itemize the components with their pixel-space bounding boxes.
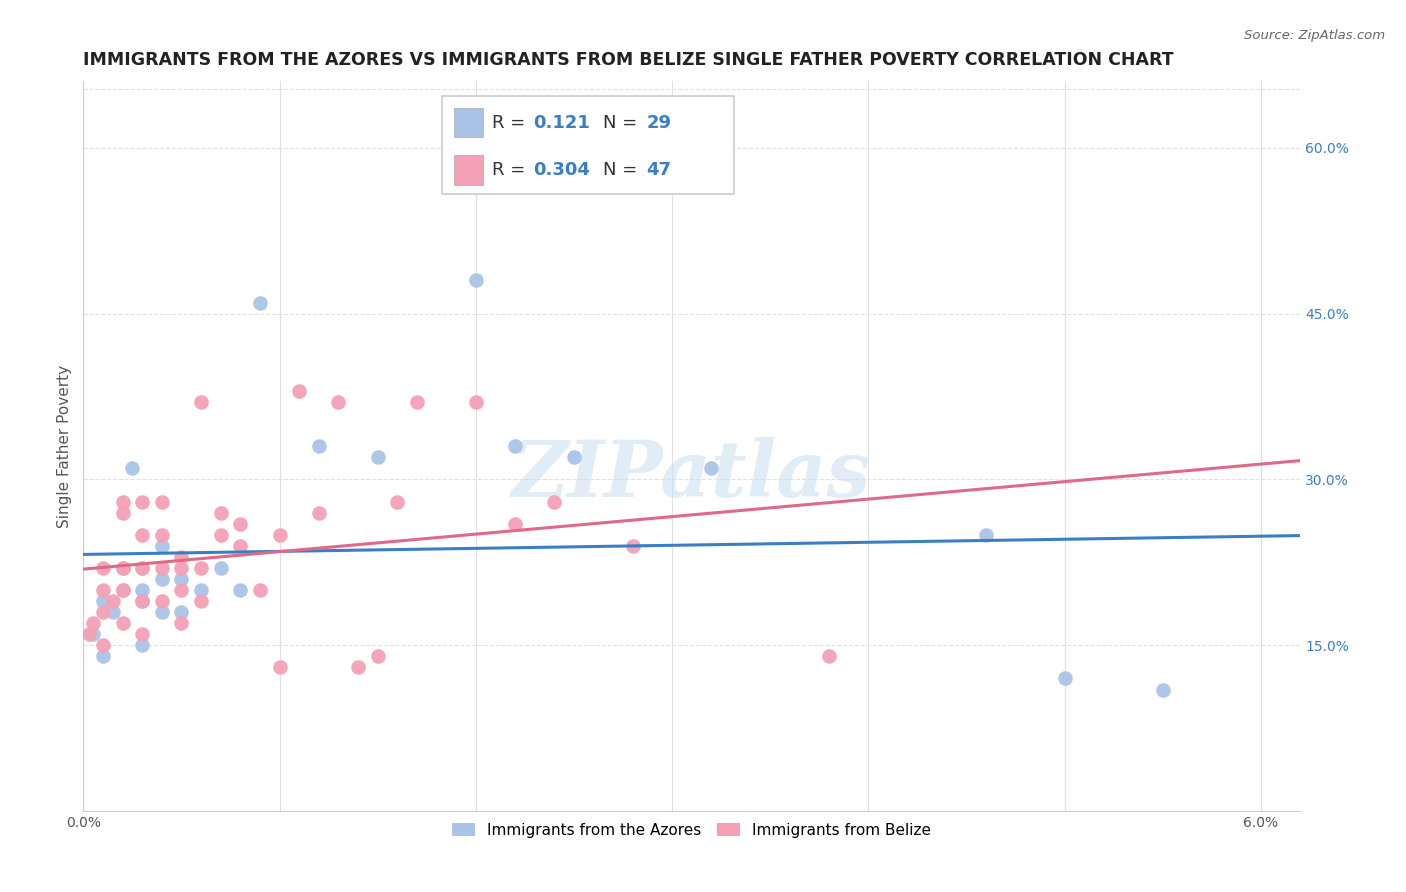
Point — [406, 395, 429, 409]
Point — [700, 461, 723, 475]
Point — [367, 450, 389, 465]
Point — [150, 527, 173, 541]
Point — [131, 582, 153, 597]
Point — [111, 494, 134, 508]
Point — [170, 549, 193, 564]
Point — [1152, 682, 1174, 697]
Point — [91, 561, 114, 575]
Point — [111, 616, 134, 631]
Point — [82, 616, 104, 631]
Point — [91, 594, 114, 608]
Point — [249, 582, 271, 597]
Point — [503, 439, 526, 453]
Point — [170, 582, 193, 597]
Point — [101, 605, 124, 619]
Point — [621, 539, 644, 553]
Point — [101, 594, 124, 608]
Point — [150, 539, 173, 553]
Point — [269, 660, 291, 674]
Point — [91, 605, 114, 619]
Point — [111, 561, 134, 575]
Point — [111, 561, 134, 575]
Point — [190, 594, 212, 608]
Point — [170, 616, 193, 631]
Point — [131, 594, 153, 608]
Point — [288, 384, 311, 398]
Point — [347, 660, 370, 674]
Point — [387, 494, 409, 508]
Point — [150, 561, 173, 575]
Point — [150, 605, 173, 619]
Y-axis label: Single Father Poverty: Single Father Poverty — [58, 365, 72, 528]
Point — [131, 561, 153, 575]
Point — [229, 539, 252, 553]
Point — [111, 506, 134, 520]
Text: Source: ZipAtlas.com: Source: ZipAtlas.com — [1244, 29, 1385, 42]
Point — [111, 582, 134, 597]
Point — [91, 649, 114, 664]
Point — [190, 582, 212, 597]
Point — [111, 582, 134, 597]
Point — [209, 527, 232, 541]
Point — [464, 273, 486, 287]
Point — [464, 395, 486, 409]
Point — [229, 582, 252, 597]
Text: ZIPatlas: ZIPatlas — [512, 437, 872, 514]
Point — [269, 527, 291, 541]
Point — [150, 494, 173, 508]
Point — [1053, 672, 1076, 686]
Point — [562, 450, 585, 465]
Point — [190, 395, 212, 409]
Point — [249, 295, 271, 310]
Point — [77, 627, 100, 641]
Point — [328, 395, 350, 409]
Point — [308, 439, 330, 453]
Point — [190, 561, 212, 575]
Point — [170, 605, 193, 619]
Point — [308, 506, 330, 520]
Point — [170, 561, 193, 575]
Point — [91, 638, 114, 652]
Point — [131, 494, 153, 508]
Point — [974, 527, 997, 541]
Point — [121, 461, 143, 475]
Point — [818, 649, 841, 664]
Point — [150, 572, 173, 586]
Point — [209, 506, 232, 520]
Legend: Immigrants from the Azores, Immigrants from Belize: Immigrants from the Azores, Immigrants f… — [446, 816, 938, 844]
Point — [91, 582, 114, 597]
Point — [131, 561, 153, 575]
Point — [367, 649, 389, 664]
Point — [131, 638, 153, 652]
Point — [131, 627, 153, 641]
Point — [131, 527, 153, 541]
Point — [543, 494, 565, 508]
Point — [131, 594, 153, 608]
Point — [229, 516, 252, 531]
Point — [170, 572, 193, 586]
Text: IMMIGRANTS FROM THE AZORES VS IMMIGRANTS FROM BELIZE SINGLE FATHER POVERTY CORRE: IMMIGRANTS FROM THE AZORES VS IMMIGRANTS… — [83, 51, 1174, 69]
Point — [209, 561, 232, 575]
Point — [82, 627, 104, 641]
Point — [503, 516, 526, 531]
Point — [150, 594, 173, 608]
